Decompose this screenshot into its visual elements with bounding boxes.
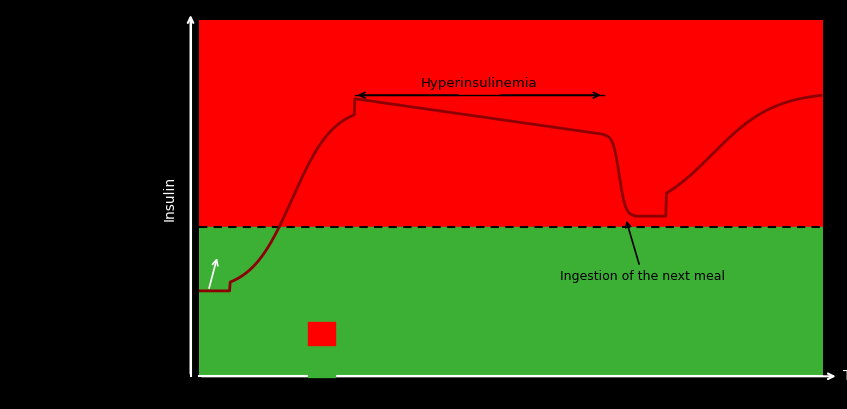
Text: Insulin: Insulin (163, 176, 176, 221)
Text: Time: Time (843, 369, 847, 383)
Text: Ingestion of the next meal: Ingestion of the next meal (560, 222, 725, 283)
Text: Hyperinsulinemia: Hyperinsulinemia (421, 77, 538, 90)
